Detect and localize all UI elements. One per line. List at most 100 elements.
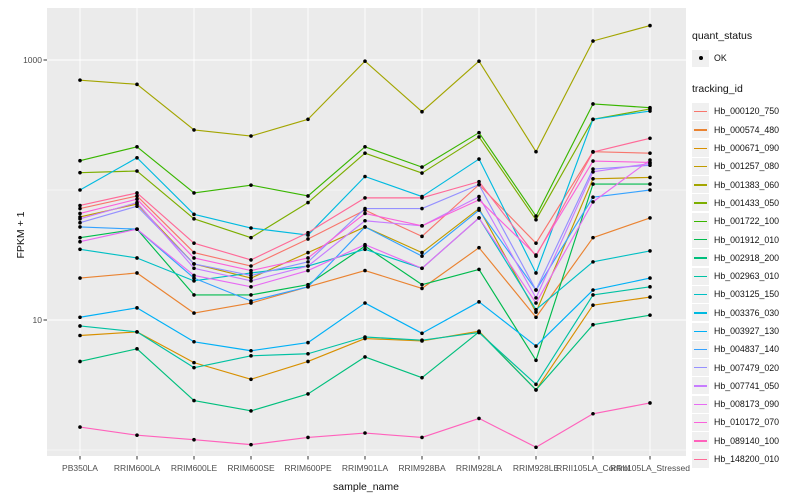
data-point: [249, 354, 253, 358]
line-swatch-icon: [694, 165, 707, 168]
legend-title-tracking-id: tracking_id: [692, 83, 743, 96]
data-point: [420, 234, 424, 239]
data-point: [534, 271, 538, 275]
data-point: [192, 398, 196, 403]
legend-key-line: [692, 139, 709, 157]
data-point: [78, 315, 82, 320]
data-point: [306, 250, 310, 255]
legend-item-label: Hb_003376_030: [714, 307, 780, 318]
data-point: [420, 435, 424, 440]
line-swatch-icon: [694, 239, 707, 241]
data-point: [306, 200, 310, 205]
data-point: [477, 198, 481, 202]
data-point: [135, 347, 139, 351]
data-point: [648, 249, 652, 253]
data-point: [591, 411, 595, 416]
data-point: [534, 296, 538, 300]
data-point: [192, 128, 196, 132]
data-point: [306, 194, 310, 198]
legend-item-label: Hb_000120_750: [714, 106, 780, 117]
data-point: [78, 425, 82, 429]
data-point: [192, 339, 196, 344]
data-point: [192, 273, 196, 278]
data-point: [78, 217, 82, 221]
line-swatch-icon: [694, 220, 707, 223]
data-point: [648, 105, 652, 110]
legend-item-Hb_001722_100: Hb_001722_100: [692, 212, 798, 230]
data-point: [306, 260, 310, 264]
legend-key-line: [692, 212, 709, 230]
data-point: [477, 194, 481, 199]
y-tick-label: 10: [32, 315, 42, 325]
data-point: [78, 333, 82, 338]
data-point: [135, 271, 139, 275]
data-point: [306, 256, 310, 260]
data-point: [192, 256, 196, 260]
data-point: [249, 409, 253, 413]
data-point: [420, 206, 424, 211]
data-point: [192, 217, 196, 221]
data-point: [78, 211, 82, 216]
data-point: [192, 262, 196, 266]
data-point: [591, 176, 595, 181]
data-point: [78, 78, 82, 82]
data-point: [420, 286, 424, 291]
data-point: [534, 344, 538, 348]
data-point: [135, 82, 139, 87]
legend-item-Hb_003125_150: Hb_003125_150: [692, 285, 798, 303]
data-point: [534, 254, 538, 258]
data-point: [363, 206, 367, 211]
plot-panel: [47, 8, 686, 456]
legend-item-label: Hb_002918_200: [714, 252, 780, 263]
data-point: [534, 288, 538, 292]
data-point: [648, 182, 652, 186]
data-point: [78, 170, 82, 175]
data-point: [591, 170, 595, 174]
legend-key-line: [692, 231, 709, 249]
data-point: [135, 144, 139, 149]
line-swatch-icon: [694, 330, 707, 332]
data-point: [78, 276, 82, 280]
data-point: [591, 322, 595, 327]
data-point: [648, 136, 652, 141]
line-swatch-icon: [694, 367, 707, 369]
data-point: [477, 330, 481, 335]
legend-item-Hb_001433_050: Hb_001433_050: [692, 194, 798, 212]
data-point: [534, 301, 538, 305]
legend-item-label: Hb_148200_010: [714, 454, 780, 465]
data-point: [534, 214, 538, 218]
line-swatch-icon: [694, 293, 707, 296]
data-point: [306, 285, 310, 289]
legend-item-Hb_000574_480: Hb_000574_480: [692, 121, 798, 139]
data-point: [534, 241, 538, 245]
data-point: [249, 276, 253, 280]
data-point: [135, 197, 139, 201]
data-point: [306, 392, 310, 396]
data-point: [249, 285, 253, 289]
x-tick-label: RRIM928BA: [398, 463, 446, 473]
legend-item-label: Hb_001722_100: [714, 216, 780, 227]
legend-item-Hb_001912_010: Hb_001912_010: [692, 230, 798, 249]
legend-item-label: Hb_000671_090: [714, 143, 780, 154]
data-point: [363, 59, 367, 63]
x-axis-title: sample_name: [333, 481, 399, 493]
legend-key-line: [692, 121, 709, 139]
data-point: [135, 330, 139, 334]
legend-item-label: Hb_007479_020: [714, 362, 780, 373]
data-point: [477, 182, 481, 187]
data-point: [192, 250, 196, 255]
line-swatch-icon: [694, 147, 707, 149]
data-point: [534, 382, 538, 387]
data-point: [534, 358, 538, 363]
legend-key-line: [692, 377, 709, 395]
data-point: [363, 335, 367, 339]
data-point: [78, 225, 82, 229]
data-point: [477, 216, 481, 220]
data-point: [591, 39, 595, 43]
legend-item-label: Hb_001383_060: [714, 179, 780, 190]
line-swatch-icon: [694, 184, 707, 186]
data-point: [420, 266, 424, 271]
legend-key-line: [692, 432, 709, 450]
data-point: [249, 183, 253, 187]
legend: quant_status OK tracking_id Hb_000120_75…: [692, 30, 798, 468]
